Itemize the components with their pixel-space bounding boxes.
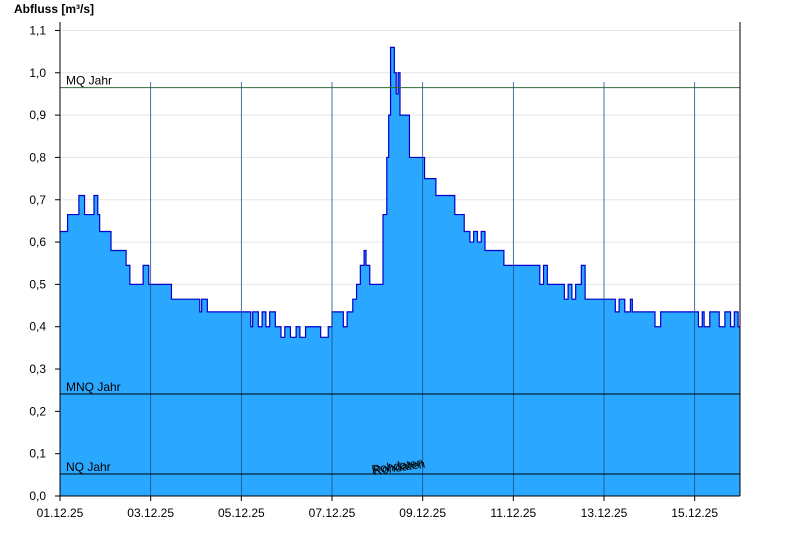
reference-label: MQ Jahr xyxy=(66,74,112,88)
y-tick-label: 0,5 xyxy=(29,277,46,291)
y-tick-label: 0,4 xyxy=(29,320,46,334)
y-tick-label: 1,1 xyxy=(29,23,46,37)
reference-label: MNQ Jahr xyxy=(66,380,121,394)
y-tick-label: 0,8 xyxy=(29,150,46,164)
x-tick-label: 07.12.25 xyxy=(309,506,356,520)
y-tick-label: 0,9 xyxy=(29,108,46,122)
x-tick-label: 01.12.25 xyxy=(37,506,84,520)
y-tick-label: 0,0 xyxy=(29,489,46,503)
area xyxy=(60,47,740,497)
y-tick-label: 1,0 xyxy=(29,66,46,80)
x-tick-label: 13.12.25 xyxy=(581,506,628,520)
x-tick-label: 11.12.25 xyxy=(490,506,536,520)
x-tick-label: 09.12.25 xyxy=(399,506,446,520)
x-tick-label: 05.12.25 xyxy=(218,506,265,520)
y-tick-label: 0,1 xyxy=(29,447,46,461)
y-axis-title: Abfluss [m³/s] xyxy=(14,2,94,16)
y-tick-label: 0,2 xyxy=(29,404,46,418)
y-tick-label: 0,6 xyxy=(29,235,46,249)
y-tick-label: 0,3 xyxy=(29,362,46,376)
x-tick-label: 15.12.25 xyxy=(671,506,718,520)
line xyxy=(60,46,740,338)
reference-label: NQ Jahr xyxy=(66,460,111,474)
x-tick-label: 03.12.25 xyxy=(127,506,174,520)
y-tick-label: 0,7 xyxy=(29,193,46,207)
